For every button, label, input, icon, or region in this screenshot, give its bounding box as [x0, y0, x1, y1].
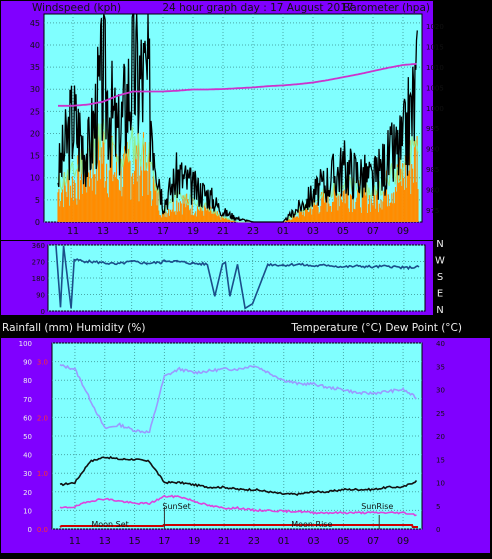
time-tick-label: 11	[69, 536, 81, 547]
rainfall-line	[59, 524, 418, 528]
barometer-tick-label: 1005	[426, 84, 444, 92]
humidity-tick-label: 0	[28, 526, 32, 534]
time-tick-label: 23	[247, 226, 259, 237]
time-tick-label: 23	[248, 536, 260, 547]
temperature-tick-label: 30	[436, 387, 445, 395]
direction-tick-label: 270	[32, 259, 45, 267]
temperature-tick-label: 25	[436, 410, 445, 418]
barometer-tick-label: 985	[426, 166, 439, 174]
temperature-tick-label: 15	[436, 456, 445, 464]
moonrise-label: Moon Rise	[291, 520, 332, 529]
humidity-tick-label: 50	[23, 433, 32, 441]
moonset-label: Moon Set	[91, 520, 128, 529]
time-tick-label: 19	[187, 226, 199, 237]
temperature-tick-label: 10	[436, 480, 445, 488]
time-tick-label: 05	[337, 226, 349, 237]
time-tick-label: 19	[188, 536, 200, 547]
barometer-tick-label: 1010	[426, 64, 444, 72]
barometer-tick-label: 980	[426, 186, 439, 194]
barometer-line	[58, 63, 417, 107]
humidity-line	[59, 363, 417, 434]
humidity-tick-label: 70	[23, 396, 32, 404]
temperature-tick-label: 35	[436, 363, 445, 371]
time-tick-label: 05	[337, 536, 349, 547]
rain-tick-label: 3.0	[37, 359, 48, 367]
windspeed-axis-title: Windspeed (kph)	[32, 2, 121, 14]
humidity-tick-label: 80	[23, 377, 32, 385]
windspeed-tick-label: 35	[30, 63, 40, 72]
direction-tick-label: 360	[32, 242, 45, 250]
direction-tick-label: 90	[36, 292, 45, 300]
wind-direction-line	[55, 245, 420, 310]
windspeed-tick-label: 40	[30, 41, 40, 50]
graph-title: 24 hour graph day : 17 August 2017	[162, 2, 353, 14]
windspeed-tick-label: 30	[30, 85, 40, 94]
time-tick-label: 01	[277, 226, 289, 237]
direction-label: S	[437, 272, 443, 283]
time-tick-label: 09	[397, 226, 409, 237]
windspeed-tick-label: 5	[35, 196, 40, 205]
temperature-line	[59, 455, 418, 496]
time-tick-label: 13	[99, 536, 111, 547]
barometer-tick-label: 1015	[426, 44, 444, 52]
windspeed-tick-label: 25	[30, 107, 40, 116]
humidity-tick-label: 40	[23, 452, 32, 460]
dew-point-line	[59, 494, 417, 517]
time-tick-label: 17	[157, 226, 169, 237]
humidity-tick-label: 20	[23, 489, 32, 497]
temperature-tick-label: 0	[436, 526, 440, 534]
windspeed-tick-label: 10	[30, 174, 40, 183]
time-tick-label: 07	[367, 226, 379, 237]
time-tick-label: 15	[129, 536, 141, 547]
windspeed-tick-label: 20	[30, 129, 40, 138]
windspeed-tick-label: 0	[35, 218, 40, 227]
direction-label: E	[437, 289, 443, 300]
windspeed-tick-label: 45	[30, 19, 40, 28]
humidity-tick-label: 90	[23, 359, 32, 367]
humidity-tick-label: 60	[23, 414, 32, 422]
time-tick-label: 03	[308, 536, 320, 547]
time-tick-label: 21	[218, 536, 230, 547]
time-tick-label: 07	[367, 536, 379, 547]
barometer-tick-label: 1020	[426, 23, 444, 31]
temperature-tick-label: 20	[436, 433, 445, 441]
humidity-tick-label: 100	[19, 340, 32, 348]
direction-tick-label: 0	[41, 308, 45, 316]
time-tick-label: 17	[158, 536, 170, 547]
time-tick-label: 03	[307, 226, 319, 237]
barometer-tick-label: 1000	[426, 105, 444, 113]
rain-humidity-axis-title: Rainfall (mm) Humidity (%)	[2, 322, 145, 334]
rain-tick-label: 0.0	[37, 526, 48, 534]
rain-tick-label: 2.0	[37, 414, 48, 422]
barometer-axis-title: Barometer (hpa)	[343, 2, 430, 14]
humidity-tick-label: 30	[23, 470, 32, 478]
direction-plot-area	[47, 244, 426, 312]
temperature-tick-label: 5	[436, 503, 440, 511]
barometer-tick-label: 995	[426, 125, 439, 133]
direction-label: N	[436, 305, 443, 316]
time-tick-label: 21	[217, 226, 229, 237]
sunrise-label: SunRise	[361, 502, 393, 511]
time-tick-label: 13	[97, 226, 109, 237]
direction-label: N	[436, 239, 443, 250]
gust-line	[57, 13, 418, 223]
temperature-tick-label: 40	[436, 340, 445, 348]
humidity-tick-label: 10	[23, 507, 32, 515]
rain-tick-label: 1.0	[37, 470, 48, 478]
sunset-label: SunSet	[162, 502, 190, 511]
barometer-tick-label: 975	[426, 207, 439, 215]
time-tick-label: 01	[278, 536, 290, 547]
direction-tick-label: 180	[32, 275, 45, 283]
time-tick-label: 11	[67, 226, 79, 237]
time-tick-label: 09	[397, 536, 409, 547]
temperature-dewpoint-axis-title: Temperature (°C) Dew Point (°C)	[290, 322, 462, 334]
time-tick-label: 15	[127, 226, 139, 237]
windspeed-tick-label: 15	[30, 152, 40, 161]
direction-label: W	[435, 256, 445, 267]
barometer-tick-label: 990	[426, 146, 439, 154]
